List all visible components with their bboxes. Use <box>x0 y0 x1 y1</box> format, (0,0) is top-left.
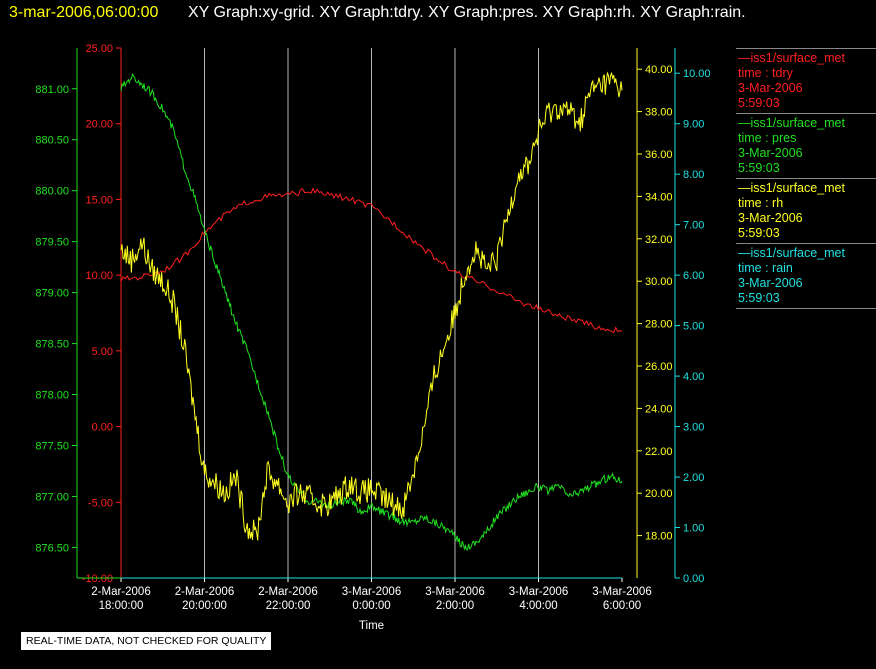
legend-date: 3-Mar-2006 <box>738 276 803 290</box>
pres-tick-label: 880.00 <box>35 186 69 198</box>
rain-tick-label: 7.00 <box>683 220 704 232</box>
x-tick-label: 4:00:00 <box>519 600 557 612</box>
x-tick-label: 2-Mar-2006 <box>91 586 150 598</box>
rain-tick-label: 10.00 <box>683 68 711 80</box>
legend-divider <box>736 308 876 310</box>
pres-tick-label: 878.50 <box>35 339 69 351</box>
rain-tick-label: 8.00 <box>683 169 704 181</box>
rh-tick-label: 22.00 <box>645 446 673 458</box>
legend-time: 5:59:03 <box>738 96 780 110</box>
x-tick-label: 2:00:00 <box>436 600 474 612</box>
x-tick-label: 3-Mar-2006 <box>425 586 484 598</box>
legend-time: 5:59:03 <box>738 161 780 175</box>
rh-tick-label: 34.00 <box>645 191 673 203</box>
rh-tick-label: 26.00 <box>645 361 673 373</box>
legend-var: time : pres <box>738 131 797 145</box>
legend-source: —iss1/surface_met <box>738 116 845 130</box>
series-pres-line <box>120 72 623 551</box>
series-tdry-line <box>120 187 623 334</box>
x-tick-label: 2-Mar-2006 <box>175 586 234 598</box>
tdry-tick-label: 5.00 <box>92 346 113 358</box>
pres-tick-label: 877.50 <box>35 441 69 453</box>
rain-tick-label: 0.00 <box>683 573 704 585</box>
legend-entry-rh: —iss1/surface_met time : rh 3-Mar-2006 5:59… <box>736 178 876 243</box>
rain-tick-label: 9.00 <box>683 119 704 131</box>
x-tick-label: 18:00:00 <box>99 600 144 612</box>
rain-tick-label: 1.00 <box>683 523 704 535</box>
legend: —iss1/surface_met time : tdry 3-Mar-2006 5:… <box>736 48 876 310</box>
legend-source: —iss1/surface_met <box>738 181 845 195</box>
tdry-tick-label: -10.00 <box>82 573 113 585</box>
x-tick-label: 3-Mar-2006 <box>592 586 651 598</box>
rh-tick-label: 36.00 <box>645 149 673 161</box>
legend-var: time : rh <box>738 196 784 210</box>
rh-tick-label: 28.00 <box>645 319 673 331</box>
x-tick-label: 20:00:00 <box>182 600 227 612</box>
rh-tick-label: 40.00 <box>645 64 673 76</box>
graph-titles: XY Graph:xy-grid. XY Graph:tdry. XY Grap… <box>188 4 746 21</box>
legend-var: time : tdry <box>738 66 793 80</box>
tdry-tick-label: 15.00 <box>85 194 113 206</box>
quality-notice: REAL-TIME DATA, NOT CHECKED FOR QUALITY <box>20 631 273 651</box>
x-tick-label: 3-Mar-2006 <box>509 586 568 598</box>
pres-tick-label: 879.50 <box>35 237 69 249</box>
rh-tick-label: 24.00 <box>645 403 673 415</box>
timestamp: 3-mar-2006,06:00:00 <box>9 4 159 21</box>
x-tick-label: 6:00:00 <box>603 600 641 612</box>
legend-time: 5:59:03 <box>738 291 780 305</box>
rain-tick-label: 2.00 <box>683 472 704 484</box>
tdry-tick-label: 25.00 <box>85 43 113 55</box>
tdry-tick-label: 20.00 <box>85 119 113 131</box>
pres-tick-label: 881.00 <box>35 84 69 96</box>
pres-tick-label: 877.00 <box>35 491 69 503</box>
legend-var: time : rain <box>738 261 793 275</box>
legend-source: —iss1/surface_met <box>738 246 845 260</box>
series-rh-line <box>120 71 623 541</box>
legend-time: 5:59:03 <box>738 226 780 240</box>
legend-entry-tdry: —iss1/surface_met time : tdry 3-Mar-2006 5:… <box>736 48 876 113</box>
legend-date: 3-Mar-2006 <box>738 211 803 225</box>
tdry-tick-label: 0.00 <box>92 422 113 434</box>
rh-tick-label: 38.00 <box>645 107 673 119</box>
x-tick-label: 0:00:00 <box>352 600 390 612</box>
rain-tick-label: 5.00 <box>683 321 704 333</box>
x-axis-label: Time <box>359 620 384 632</box>
rain-tick-label: 3.00 <box>683 422 704 434</box>
pres-tick-label: 880.50 <box>35 135 69 147</box>
pres-tick-label: 878.00 <box>35 390 69 402</box>
pres-tick-label: 876.50 <box>35 542 69 554</box>
x-tick-label: 3-Mar-2006 <box>342 586 401 598</box>
legend-date: 3-Mar-2006 <box>738 146 803 160</box>
legend-source: —iss1/surface_met <box>738 51 845 65</box>
rh-tick-label: 30.00 <box>645 276 673 288</box>
rh-tick-label: 20.00 <box>645 488 673 500</box>
header-bar: 3-mar-2006,06:00:00 XY Graph:xy-grid. XY… <box>0 0 876 30</box>
legend-entry-pres: —iss1/surface_met time : pres 3-Mar-2006 5:… <box>736 113 876 178</box>
rh-tick-label: 32.00 <box>645 234 673 246</box>
tdry-tick-label: 10.00 <box>85 270 113 282</box>
tdry-tick-label: -5.00 <box>88 497 113 509</box>
rh-tick-label: 18.00 <box>645 531 673 543</box>
pres-tick-label: 879.00 <box>35 288 69 300</box>
x-tick-label: 22:00:00 <box>266 600 311 612</box>
x-tick-label: 2-Mar-2006 <box>258 586 317 598</box>
legend-entry-rain: —iss1/surface_met time : rain 3-Mar-2006 5:… <box>736 243 876 308</box>
legend-date: 3-Mar-2006 <box>738 81 803 95</box>
rain-tick-label: 6.00 <box>683 270 704 282</box>
rain-tick-label: 4.00 <box>683 371 704 383</box>
